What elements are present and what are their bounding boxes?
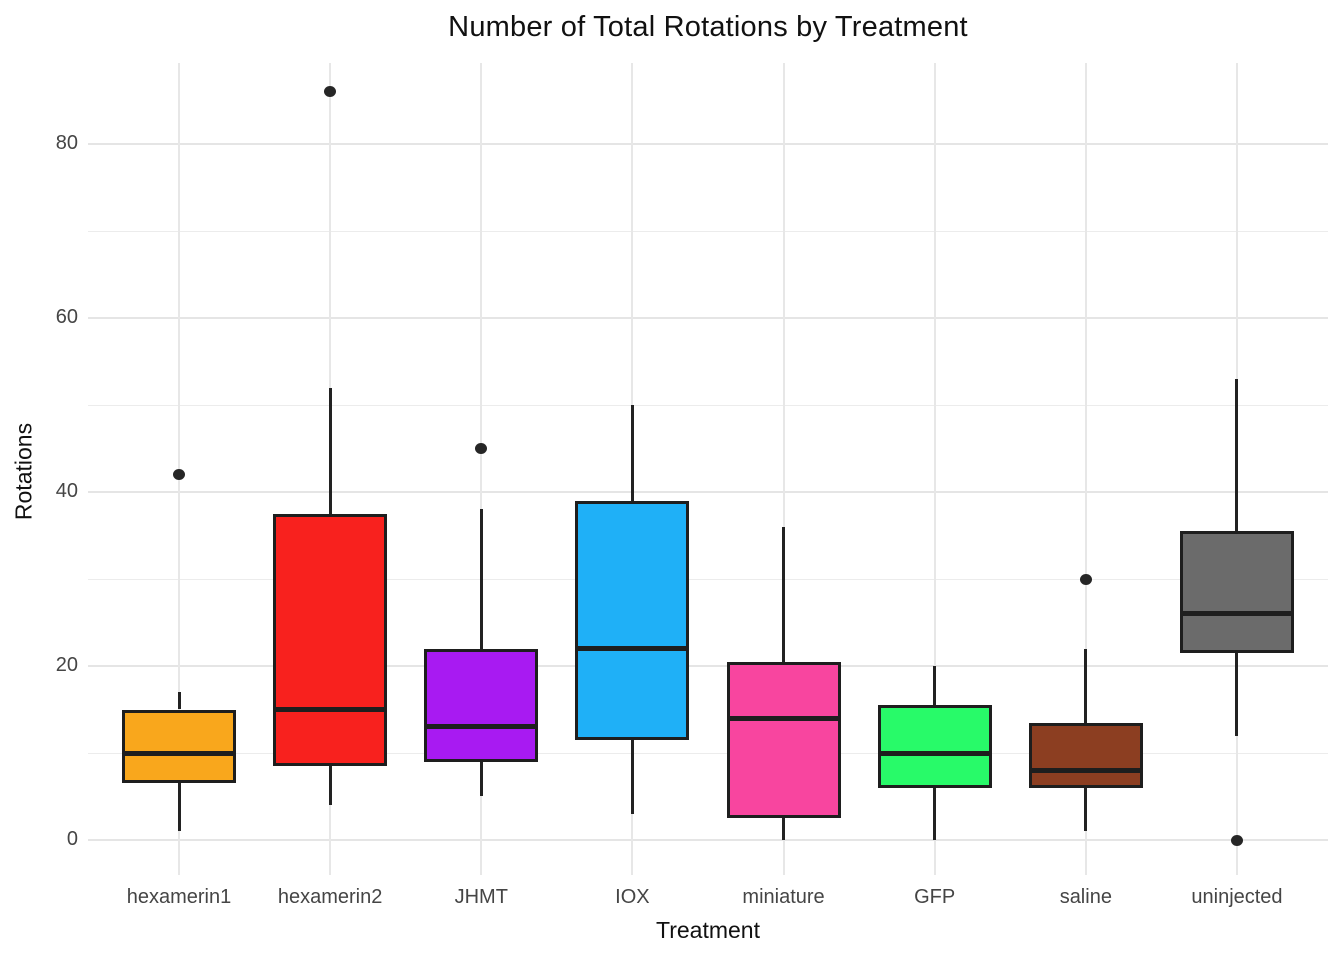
- box-IOX: [575, 500, 690, 740]
- whisker-upper-IOX: [630, 405, 634, 501]
- box-hexamerin2: [273, 513, 388, 767]
- y-tick-label: 80: [55, 132, 78, 154]
- box-saline: [1028, 722, 1143, 788]
- x-gridline: [782, 63, 785, 875]
- x-tick-label: uninjected: [1191, 886, 1283, 908]
- whisker-upper-hexamerin1: [177, 692, 181, 710]
- whisker-upper-saline: [1084, 648, 1088, 723]
- y-tick-label: 0: [66, 828, 78, 850]
- whisker-lower-hexamerin2: [328, 766, 332, 806]
- outlier-point-uninjected: [1230, 834, 1243, 846]
- whisker-lower-miniature: [782, 818, 786, 840]
- box-JHMT: [424, 648, 539, 762]
- chart-title: Number of Total Rotations by Treatment: [448, 11, 968, 43]
- whisker-upper-hexamerin2: [328, 387, 332, 514]
- whisker-lower-JHMT: [479, 761, 483, 797]
- x-tick-label: saline: [1059, 886, 1112, 908]
- x-tick-label: JHMT: [454, 886, 508, 908]
- x-gridline: [480, 63, 483, 875]
- whisker-upper-JHMT: [479, 509, 483, 649]
- whisker-upper-miniature: [782, 526, 786, 662]
- y-major-gridline: [88, 665, 1328, 667]
- x-tick-label: hexamerin2: [277, 886, 383, 908]
- y-axis-title: Rotations: [10, 422, 37, 521]
- whisker-upper-GFP: [933, 666, 937, 706]
- median-GFP: [877, 750, 992, 756]
- median-JHMT: [424, 724, 539, 730]
- y-tick-label: 40: [55, 480, 78, 502]
- y-minor-gridline: [88, 752, 1328, 754]
- outlier-point-saline: [1079, 573, 1092, 585]
- plot-panel: [88, 63, 1328, 875]
- x-axis-title: Treatment: [656, 917, 760, 943]
- whisker-lower-saline: [1084, 787, 1088, 832]
- box-miniature: [726, 661, 841, 819]
- y-major-gridline: [88, 491, 1328, 493]
- y-major-gridline: [88, 839, 1328, 841]
- median-miniature: [726, 715, 841, 721]
- outlier-point-hexamerin2: [324, 86, 337, 98]
- median-IOX: [575, 646, 690, 652]
- x-tick-label: GFP: [914, 886, 956, 908]
- whisker-lower-uninjected: [1235, 652, 1239, 736]
- median-hexamerin1: [122, 750, 236, 756]
- y-major-gridline: [88, 317, 1328, 319]
- x-tick-label: miniature: [742, 886, 825, 908]
- box-hexamerin1: [122, 709, 236, 784]
- x-gridline: [933, 63, 936, 875]
- x-gridline: [1084, 63, 1087, 875]
- box-uninjected: [1179, 531, 1294, 653]
- x-tick-label: hexamerin1: [126, 886, 232, 908]
- box-GFP: [877, 705, 992, 788]
- whisker-lower-IOX: [630, 739, 634, 814]
- outlier-point-JHMT: [475, 443, 488, 454]
- outlier-point-hexamerin1: [173, 469, 185, 481]
- median-hexamerin2: [273, 707, 388, 712]
- x-gridline: [178, 63, 180, 875]
- y-major-gridline: [88, 143, 1328, 145]
- whisker-upper-uninjected: [1235, 378, 1239, 532]
- y-minor-gridline: [88, 404, 1328, 406]
- whisker-lower-hexamerin1: [177, 783, 181, 832]
- whisker-lower-GFP: [933, 787, 937, 840]
- y-tick-label: 60: [55, 306, 78, 328]
- y-minor-gridline: [88, 230, 1328, 232]
- x-tick-label: IOX: [615, 886, 650, 908]
- median-uninjected: [1179, 611, 1294, 617]
- y-minor-gridline: [88, 578, 1328, 580]
- median-saline: [1028, 767, 1143, 773]
- y-tick-label: 20: [55, 654, 78, 676]
